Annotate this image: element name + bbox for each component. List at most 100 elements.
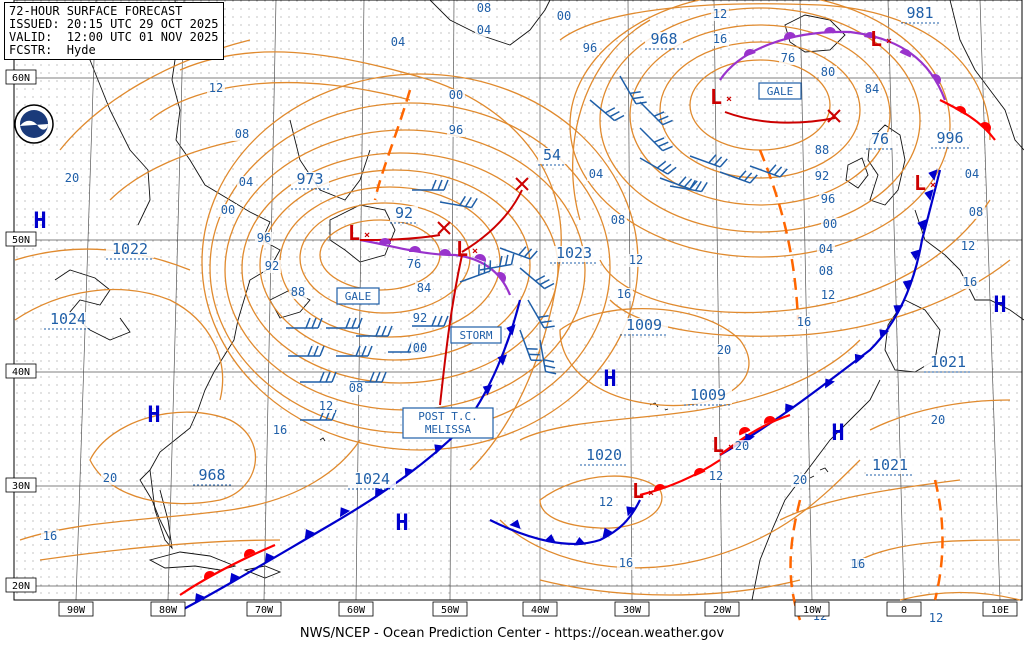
high-pressure-center: H [395,511,408,536]
trough-line [373,89,412,201]
isobar-label: 92 [815,169,829,183]
longitude-label: 70W [255,605,274,616]
front-symbols [194,27,991,603]
longitude-label-box [794,601,830,617]
cold-front-triangle [902,279,913,291]
isobar-label: 20 [103,471,117,485]
warning-label: GALE [767,85,794,98]
longitude-label: 80W [159,605,178,616]
wind-barb [639,127,673,152]
isobar-label: 16 [963,275,977,289]
isobar-label-background [819,66,837,79]
isobar-label: 16 [273,423,287,437]
wind-barb [519,267,555,290]
isobar-label: 16 [797,315,811,329]
longitude-label-box [58,601,94,617]
cold-front-triangle [879,329,890,340]
occluded-front-semicircle [379,238,391,244]
isobar-label-background [207,82,225,95]
warning-box [336,287,380,305]
isobar-label: 92 [265,259,279,273]
isobar-label: 04 [965,167,979,181]
cold-front-triangle [910,249,921,261]
isobar-label-background [707,470,725,483]
warning-box [450,326,502,344]
occluded-front-semicircle [409,246,421,252]
cold-front-line [177,299,522,613]
coast-hudson [59,39,151,226]
latitude-label: 30N [12,481,30,492]
isobar [19,439,361,541]
isobar [569,0,951,258]
central-pressure-label: 973 [296,170,323,188]
isobar [109,139,241,201]
trough-line [933,479,944,601]
isobar-label-background [929,414,947,427]
central-pressure-labels: 973 92 1022 1024 968 54 1023 1009 1009 1020 1024 96… [44,4,972,490]
central-pressure-label: 968 [650,30,677,48]
warm-front-semicircle [980,122,991,132]
warm-front-line [639,459,721,497]
cold-front-triangle [497,354,508,366]
isobar [599,199,991,314]
isobar-label: 92 [413,311,427,325]
isobar-label-background [733,440,751,453]
longitude-label-box [982,601,1018,617]
pressure-label-background [106,242,154,258]
coast-bermuda [319,437,326,442]
isobar-label-background [389,36,407,49]
isobar [39,539,281,561]
longitude-label: 60W [347,605,366,616]
isobar [499,459,861,569]
isobar-label: 84 [417,281,431,295]
high-pressure-centers: H H H H H H [33,209,1006,536]
isobar-label: 16 [619,556,633,570]
longitude-line [167,0,185,601]
isobar-label: 76 [781,51,795,65]
isobar [179,51,562,471]
cold-front-triangle [928,169,938,181]
header-title: 72-HOUR SURFACE FORECAST [9,4,183,18]
isobar-label-background [617,557,635,570]
isobar-label-background [817,265,835,278]
pressure-label-background [866,458,914,474]
isobar-label-background [237,176,255,189]
isobar-label-background [555,10,573,23]
wind-barb [412,315,449,327]
central-pressure-label: 1024 [354,470,390,488]
forecast-position-x [827,109,841,123]
high-pressure-center: H [603,367,616,392]
pressure-label-background [291,172,329,188]
warm-front-semicircle [244,549,256,558]
isobar-label-background [849,558,867,571]
isobar-label-background [959,240,977,253]
isobar-label: 16 [713,32,727,46]
high-pressure-center: H [993,293,1006,318]
pressure-label-background [901,6,939,22]
wind-barb [527,299,555,329]
warm-front-semicircle [204,571,216,580]
central-pressure-label: 1024 [50,310,86,328]
longitude-label-box [886,601,922,617]
isobar-label: 04 [819,242,833,256]
storm-track [359,234,441,241]
isobar-label: 04 [477,23,491,37]
warm-front-line [939,99,996,141]
isobar-label-background [597,496,615,509]
isobar-label-background [63,172,81,185]
isobar [899,591,1021,601]
wind-barbs [286,75,788,421]
wind-barb [539,339,557,375]
central-pressure-label: 1021 [872,456,908,474]
warm-front-line [179,543,276,596]
longitude-label: 40W [531,605,550,616]
cold-front-triangle [404,467,415,478]
longitude-label-box [338,601,374,617]
central-pressure-label: 1021 [930,353,966,371]
wind-barb [719,170,758,184]
isobar-label: 20 [717,343,731,357]
isobar [629,24,891,206]
low-pressure-center: L [870,27,882,51]
isobar [869,399,1011,431]
occluded-front-semicircle [744,49,756,58]
